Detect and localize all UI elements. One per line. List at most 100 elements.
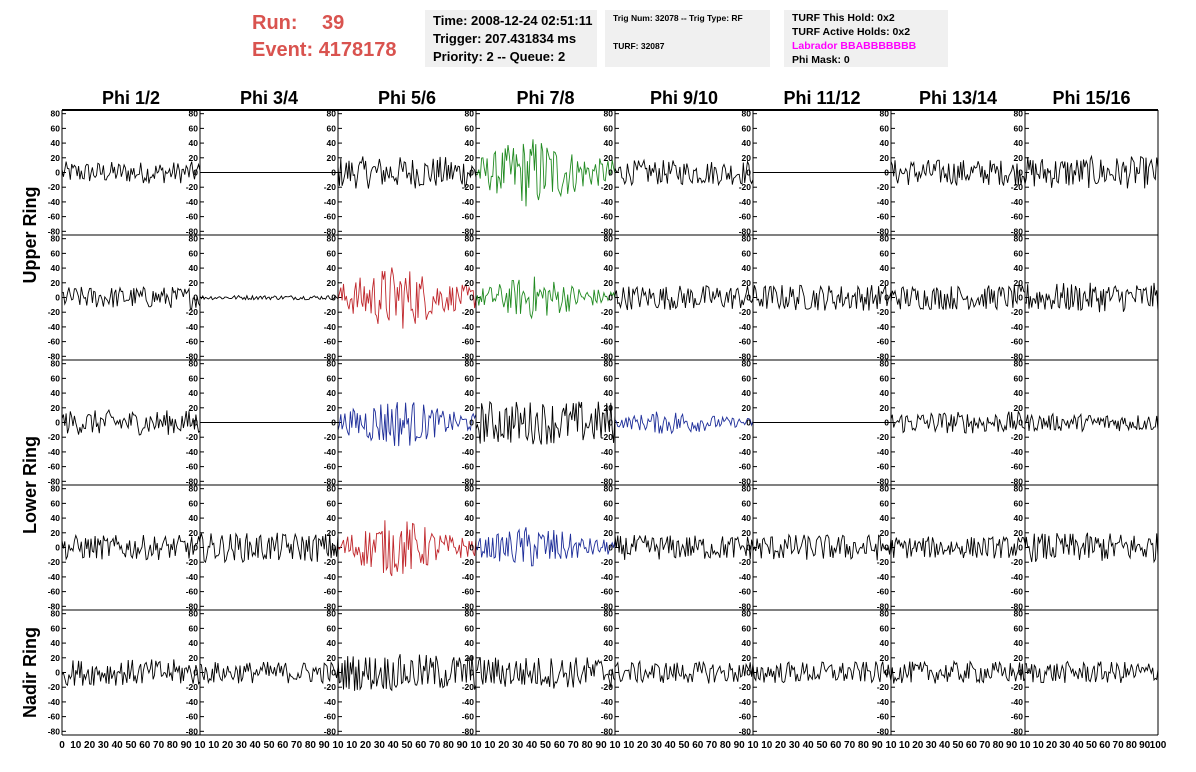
y-tick-label: -60	[601, 712, 614, 722]
x-tick-label: 30	[789, 740, 801, 751]
y-tick-label: 60	[189, 498, 199, 508]
y-tick-label: -40	[1011, 197, 1024, 207]
y-tick-label: -40	[462, 572, 475, 582]
y-tick-label: -20	[601, 307, 614, 317]
waveform-trace	[752, 533, 892, 561]
y-tick-label: -80	[739, 476, 752, 486]
x-tick-label: 10	[1033, 740, 1045, 751]
y-tick-label: 40	[189, 138, 199, 148]
waveform-trace	[475, 139, 616, 207]
y-tick-label: -40	[324, 322, 337, 332]
y-tick-label: -80	[877, 726, 890, 736]
y-tick-label: 40	[742, 263, 752, 273]
y-tick-label: 60	[742, 498, 752, 508]
x-tick-label: 80	[720, 740, 732, 751]
y-tick-label: 40	[1014, 263, 1024, 273]
y-tick-label: 60	[1014, 373, 1024, 383]
y-tick-label: 0	[1018, 168, 1023, 178]
y-tick-label: 20	[1014, 153, 1024, 163]
waveform-trace	[337, 267, 477, 329]
y-tick-label: -80	[739, 351, 752, 361]
y-tick-label: -60	[462, 337, 475, 347]
y-tick-label: 20	[880, 278, 890, 288]
y-tick-label: 0	[193, 168, 198, 178]
y-tick-label: 40	[465, 638, 475, 648]
y-tick-label: 20	[742, 278, 752, 288]
y-tick-label: 40	[465, 138, 475, 148]
y-tick-label: 40	[189, 263, 199, 273]
y-tick-label: 0	[746, 543, 751, 553]
y-tick-label: 80	[465, 484, 475, 494]
y-tick-label: 60	[51, 623, 61, 633]
y-tick-label: -60	[186, 462, 199, 472]
y-tick-label: -20	[739, 682, 752, 692]
y-tick-label: 80	[1014, 484, 1024, 494]
x-tick-label: 70	[568, 740, 580, 751]
y-tick-label: -80	[186, 351, 199, 361]
waveform-trace	[61, 409, 201, 436]
y-tick-label: -80	[48, 226, 61, 236]
turf-info-box: TURF This Hold: 0x2 TURF Active Holds: 0…	[784, 10, 948, 67]
phi-mask-text: Phi Mask: 0	[792, 54, 850, 66]
y-tick-label: -40	[48, 697, 61, 707]
x-tick-label: 20	[637, 740, 649, 751]
y-tick-label: -80	[877, 226, 890, 236]
y-tick-label: 60	[327, 623, 337, 633]
y-tick-label: 60	[742, 248, 752, 258]
run-info: Run: 39 Event: 4178178	[252, 10, 397, 64]
waveform-trace	[890, 659, 1026, 684]
y-tick-label: -60	[324, 212, 337, 222]
y-tick-label: 40	[51, 513, 61, 523]
y-tick-label: -60	[1011, 712, 1024, 722]
y-tick-label: 20	[327, 653, 337, 663]
y-tick-label: -80	[48, 726, 61, 736]
y-tick-label: 40	[1014, 513, 1024, 523]
y-tick-label: 20	[51, 403, 61, 413]
x-tick-label: 90	[872, 740, 884, 751]
waveform-trace	[1024, 532, 1159, 564]
y-tick-label: 60	[1014, 123, 1024, 133]
y-tick-label: 60	[51, 248, 61, 258]
y-tick-label: 0	[469, 293, 474, 303]
y-tick-label: -20	[1011, 557, 1024, 567]
y-tick-label: 0	[469, 668, 474, 678]
y-tick-label: 80	[51, 109, 61, 119]
waveform-trace	[337, 402, 477, 447]
y-tick-label: -60	[324, 462, 337, 472]
y-tick-label: 40	[742, 388, 752, 398]
y-tick-label: 20	[880, 153, 890, 163]
x-tick-label: 20	[1046, 740, 1058, 751]
y-tick-label: -80	[324, 226, 337, 236]
x-tick-label: 10	[194, 740, 206, 751]
y-tick-label: -20	[1011, 682, 1024, 692]
y-tick-label: 40	[742, 138, 752, 148]
x-tick-label: 30	[98, 740, 110, 751]
y-tick-label: -60	[601, 212, 614, 222]
y-tick-label: 0	[331, 418, 336, 428]
y-tick-label: -20	[324, 557, 337, 567]
trigger-info-box: Trig Num: 32078 -- Trig Type: RF TURF: 3…	[605, 10, 770, 67]
x-tick-label: 90	[457, 740, 469, 751]
y-tick-label: 20	[604, 653, 614, 663]
phi-header: Phi 3/4	[240, 88, 298, 108]
y-tick-label: 20	[51, 278, 61, 288]
y-tick-label: 60	[742, 623, 752, 633]
y-tick-label: 40	[742, 638, 752, 648]
y-tick-label: 60	[604, 373, 614, 383]
y-tick-label: 20	[465, 153, 475, 163]
y-tick-label: -60	[324, 712, 337, 722]
waveform-trace	[337, 156, 477, 189]
waveform-trace	[475, 400, 616, 445]
y-tick-label: -20	[186, 307, 199, 317]
y-tick-label: 80	[189, 234, 199, 244]
x-tick-label: 10	[208, 740, 220, 751]
y-tick-label: -20	[601, 432, 614, 442]
y-tick-label: 20	[465, 278, 475, 288]
ring-label: Lower Ring	[20, 436, 40, 534]
y-tick-label: 0	[193, 418, 198, 428]
y-tick-label: -20	[324, 182, 337, 192]
y-tick-label: 40	[880, 513, 890, 523]
y-tick-label: 80	[327, 109, 337, 119]
y-tick-label: -20	[48, 432, 61, 442]
